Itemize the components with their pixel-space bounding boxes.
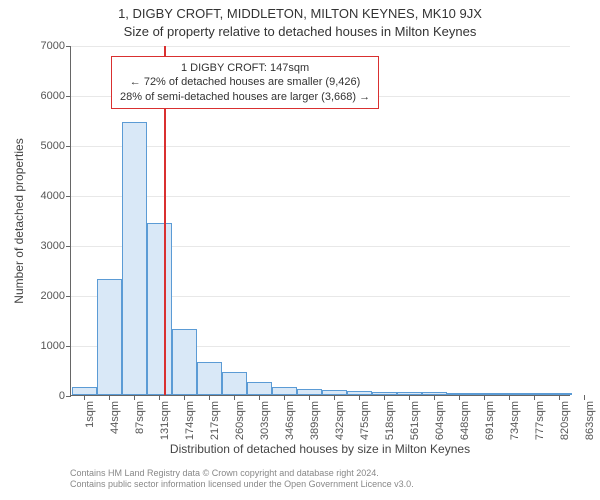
- xtick-label: 863sqm: [584, 401, 596, 440]
- xtick-mark: [459, 395, 460, 400]
- plot-area: 010002000300040005000600070001sqm44sqm87…: [70, 46, 570, 396]
- y-axis-label: Number of detached properties: [12, 46, 26, 396]
- histogram-bar: [247, 382, 272, 395]
- histogram-bar: [197, 362, 222, 395]
- histogram-bar: [422, 392, 447, 395]
- annotation-box: 1 DIGBY CROFT: 147sqm← 72% of detached h…: [111, 56, 379, 109]
- xtick-label: 777sqm: [534, 401, 546, 440]
- histogram-bar: [322, 390, 347, 395]
- ytick-label: 2000: [41, 290, 65, 302]
- ytick-mark: [66, 246, 71, 247]
- chart-title-address: 1, DIGBY CROFT, MIDDLETON, MILTON KEYNES…: [0, 6, 600, 21]
- footnote-line2: Contains public sector information licen…: [70, 479, 570, 490]
- xtick-label: 260sqm: [234, 401, 246, 440]
- histogram-bar: [172, 329, 197, 395]
- histogram-bar: [547, 393, 572, 395]
- xtick-mark: [434, 395, 435, 400]
- xtick-mark: [584, 395, 585, 400]
- gridline: [71, 46, 570, 47]
- histogram-chart: 1, DIGBY CROFT, MIDDLETON, MILTON KEYNES…: [0, 0, 600, 500]
- xtick-label: 648sqm: [459, 401, 471, 440]
- x-axis-label: Distribution of detached houses by size …: [70, 442, 570, 456]
- ytick-mark: [66, 196, 71, 197]
- xtick-label: 518sqm: [384, 401, 396, 440]
- xtick-mark: [359, 395, 360, 400]
- ytick-label: 5000: [41, 140, 65, 152]
- histogram-bar: [72, 387, 97, 395]
- xtick-mark: [534, 395, 535, 400]
- xtick-label: 131sqm: [159, 401, 171, 440]
- histogram-bar: [397, 392, 422, 395]
- xtick-mark: [109, 395, 110, 400]
- annotation-line2: ← 72% of detached houses are smaller (9,…: [120, 75, 370, 89]
- histogram-bar: [97, 279, 122, 395]
- ytick-mark: [66, 46, 71, 47]
- histogram-bar: [497, 393, 522, 395]
- ytick-mark: [66, 146, 71, 147]
- ytick-mark: [66, 96, 71, 97]
- xtick-label: 346sqm: [284, 401, 296, 440]
- xtick-mark: [484, 395, 485, 400]
- xtick-mark: [184, 395, 185, 400]
- ytick-label: 6000: [41, 90, 65, 102]
- ytick-label: 1000: [41, 340, 65, 352]
- xtick-mark: [84, 395, 85, 400]
- xtick-mark: [159, 395, 160, 400]
- xtick-mark: [134, 395, 135, 400]
- xtick-label: 734sqm: [509, 401, 521, 440]
- xtick-label: 44sqm: [109, 401, 121, 434]
- xtick-mark: [334, 395, 335, 400]
- ytick-label: 4000: [41, 190, 65, 202]
- ytick-label: 7000: [41, 40, 65, 52]
- annotation-line1: 1 DIGBY CROFT: 147sqm: [120, 61, 370, 75]
- xtick-label: 561sqm: [409, 401, 421, 440]
- xtick-label: 217sqm: [209, 401, 221, 440]
- xtick-label: 691sqm: [484, 401, 496, 440]
- histogram-bar: [122, 122, 147, 395]
- xtick-label: 604sqm: [434, 401, 446, 440]
- xtick-mark: [509, 395, 510, 400]
- xtick-label: 389sqm: [309, 401, 321, 440]
- xtick-label: 820sqm: [559, 401, 571, 440]
- xtick-label: 87sqm: [134, 401, 146, 434]
- histogram-bar: [222, 372, 247, 395]
- xtick-label: 1sqm: [84, 401, 96, 428]
- footnote-line1: Contains HM Land Registry data © Crown c…: [70, 468, 570, 479]
- histogram-bar: [347, 391, 372, 395]
- xtick-mark: [284, 395, 285, 400]
- ytick-mark: [66, 296, 71, 297]
- ytick-mark: [66, 396, 71, 397]
- plot-inner: 010002000300040005000600070001sqm44sqm87…: [70, 46, 570, 396]
- xtick-mark: [384, 395, 385, 400]
- chart-title-desc: Size of property relative to detached ho…: [0, 24, 600, 39]
- xtick-label: 174sqm: [184, 401, 196, 440]
- histogram-bar: [272, 387, 297, 396]
- xtick-mark: [259, 395, 260, 400]
- ytick-label: 0: [59, 390, 65, 402]
- histogram-bar: [147, 223, 172, 395]
- xtick-label: 303sqm: [259, 401, 271, 440]
- annotation-line3: 28% of semi-detached houses are larger (…: [120, 90, 370, 104]
- xtick-label: 475sqm: [359, 401, 371, 440]
- histogram-bar: [522, 393, 547, 395]
- xtick-mark: [559, 395, 560, 400]
- footnote: Contains HM Land Registry data © Crown c…: [70, 468, 570, 491]
- xtick-mark: [234, 395, 235, 400]
- xtick-mark: [409, 395, 410, 400]
- xtick-mark: [309, 395, 310, 400]
- histogram-bar: [447, 393, 472, 396]
- xtick-mark: [209, 395, 210, 400]
- ytick-mark: [66, 346, 71, 347]
- xtick-label: 432sqm: [334, 401, 346, 440]
- histogram-bar: [297, 389, 322, 396]
- histogram-bar: [472, 393, 497, 395]
- ytick-label: 3000: [41, 240, 65, 252]
- histogram-bar: [372, 392, 397, 395]
